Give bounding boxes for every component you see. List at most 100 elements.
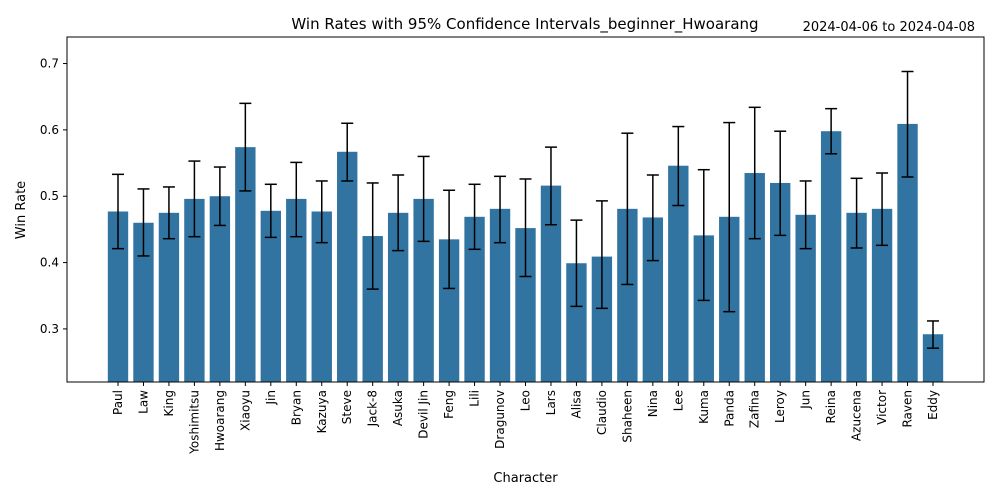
bar-leo	[515, 228, 536, 382]
y-tick-label: 0.7	[40, 57, 59, 71]
x-tick-label: Yoshimitsu	[187, 390, 201, 455]
bar-leroy	[770, 182, 791, 382]
error-bar	[188, 160, 201, 238]
error-bar	[901, 70, 914, 178]
y-tick-label: 0.3	[40, 322, 59, 336]
x-tick-label: Dragunov	[493, 390, 507, 449]
x-axis-label: Character	[493, 471, 558, 486]
x-tick-label: Lars	[544, 390, 558, 415]
x-tick-label: Feng	[442, 390, 456, 419]
bar-jin	[260, 210, 281, 382]
x-tick-label: Shaheen	[620, 390, 634, 443]
bar-jack-8	[362, 236, 383, 382]
error-bar	[315, 180, 328, 244]
bar-devil-jin	[413, 198, 434, 382]
bar-nina	[642, 217, 664, 382]
error-bar	[519, 178, 532, 278]
bar-reina	[820, 131, 842, 382]
error-bar	[162, 186, 175, 240]
bar-lee	[668, 165, 689, 382]
y-axis: 0.3 0.4 0.5 0.6 0.7	[40, 57, 67, 336]
y-tick-label: 0.6	[40, 123, 59, 137]
x-tick-label: Claudio	[595, 390, 609, 435]
error-bar	[213, 166, 226, 227]
bar-paul	[107, 211, 129, 382]
x-tick-label: Raven	[901, 390, 915, 428]
error-bar	[290, 161, 303, 238]
x-tick-label: Devil Jin	[417, 390, 431, 439]
error-bar	[799, 180, 812, 250]
x-tick-label: Panda	[722, 390, 736, 427]
bar-hwoarang	[209, 196, 231, 382]
x-tick-label: King	[162, 390, 176, 416]
bar-jun	[795, 214, 816, 382]
bar-zafina	[744, 173, 765, 382]
bar-asuka	[387, 212, 409, 382]
error-bar	[443, 189, 456, 290]
bar-eddy	[922, 334, 944, 382]
bar-kuma	[693, 235, 714, 382]
x-tick-label: Jun	[799, 390, 813, 410]
error-bar	[494, 175, 507, 244]
x-tick-label: Nina	[646, 390, 660, 417]
error-bar	[850, 177, 863, 249]
x-tick-label: Xiaoyu	[238, 390, 252, 431]
error-bar	[468, 183, 481, 251]
y-axis-label: Win Rate	[14, 181, 29, 239]
x-tick-label: Hwoarang	[213, 390, 227, 451]
bar-shaheen	[617, 208, 638, 382]
x-tick-label: Kazuya	[315, 390, 329, 433]
x-tick-label: Leroy	[773, 390, 787, 423]
error-bar	[392, 174, 405, 252]
error-bar	[264, 183, 277, 239]
y-tick-label: 0.4	[40, 256, 59, 270]
x-axis: Paul Law King Yoshimitsu Hwoarang Xiaoyu Jin Br…	[111, 382, 940, 455]
bar-dragunov	[489, 208, 511, 382]
chart-date-range: 2024-04-06 to 2024-04-08	[803, 20, 975, 35]
error-bar	[112, 173, 124, 250]
error-bars-layer	[112, 70, 939, 349]
error-bar	[341, 122, 354, 182]
error-bar	[774, 130, 787, 237]
bar-azucena	[846, 212, 867, 382]
bar-alisa	[566, 263, 587, 382]
bar-lars	[540, 185, 562, 382]
x-tick-label: Victor	[875, 390, 889, 425]
x-tick-label: Kuma	[697, 390, 711, 424]
bar-lili	[464, 216, 485, 382]
bar-steve	[337, 151, 358, 382]
x-tick-label: Alisa	[569, 390, 583, 418]
error-bar	[621, 132, 634, 286]
x-tick-label: Azucena	[850, 390, 864, 441]
x-tick-label: Lili	[468, 390, 482, 407]
bar-king	[158, 212, 180, 382]
bar-bryan	[286, 198, 307, 382]
x-tick-label: Steve	[340, 390, 354, 424]
error-bar	[366, 182, 379, 290]
bar-claudio	[591, 256, 613, 382]
bar-raven	[897, 123, 918, 383]
x-tick-label: Jack-8	[366, 390, 380, 427]
x-tick-label: Reina	[824, 390, 838, 423]
error-bar	[646, 174, 659, 262]
error-bar	[672, 125, 685, 207]
bar-xiaoyu	[235, 147, 256, 382]
error-bar	[544, 146, 557, 226]
x-tick-label: Leo	[519, 390, 533, 411]
error-bar	[570, 219, 583, 308]
error-bar	[417, 155, 430, 243]
error-bar	[697, 168, 710, 302]
bar-victor	[871, 208, 893, 382]
x-tick-label: Jin	[264, 390, 278, 405]
error-bar	[137, 188, 150, 257]
error-bar	[595, 200, 608, 310]
error-bar	[825, 107, 838, 155]
bar-yoshimitsu	[184, 198, 205, 382]
x-tick-label: Zafina	[748, 390, 762, 428]
bar-kazuya	[311, 211, 332, 382]
bars-layer	[107, 123, 944, 383]
x-tick-label: Asuka	[391, 390, 405, 426]
error-bar	[876, 172, 889, 247]
x-tick-label: Eddy	[926, 390, 940, 420]
